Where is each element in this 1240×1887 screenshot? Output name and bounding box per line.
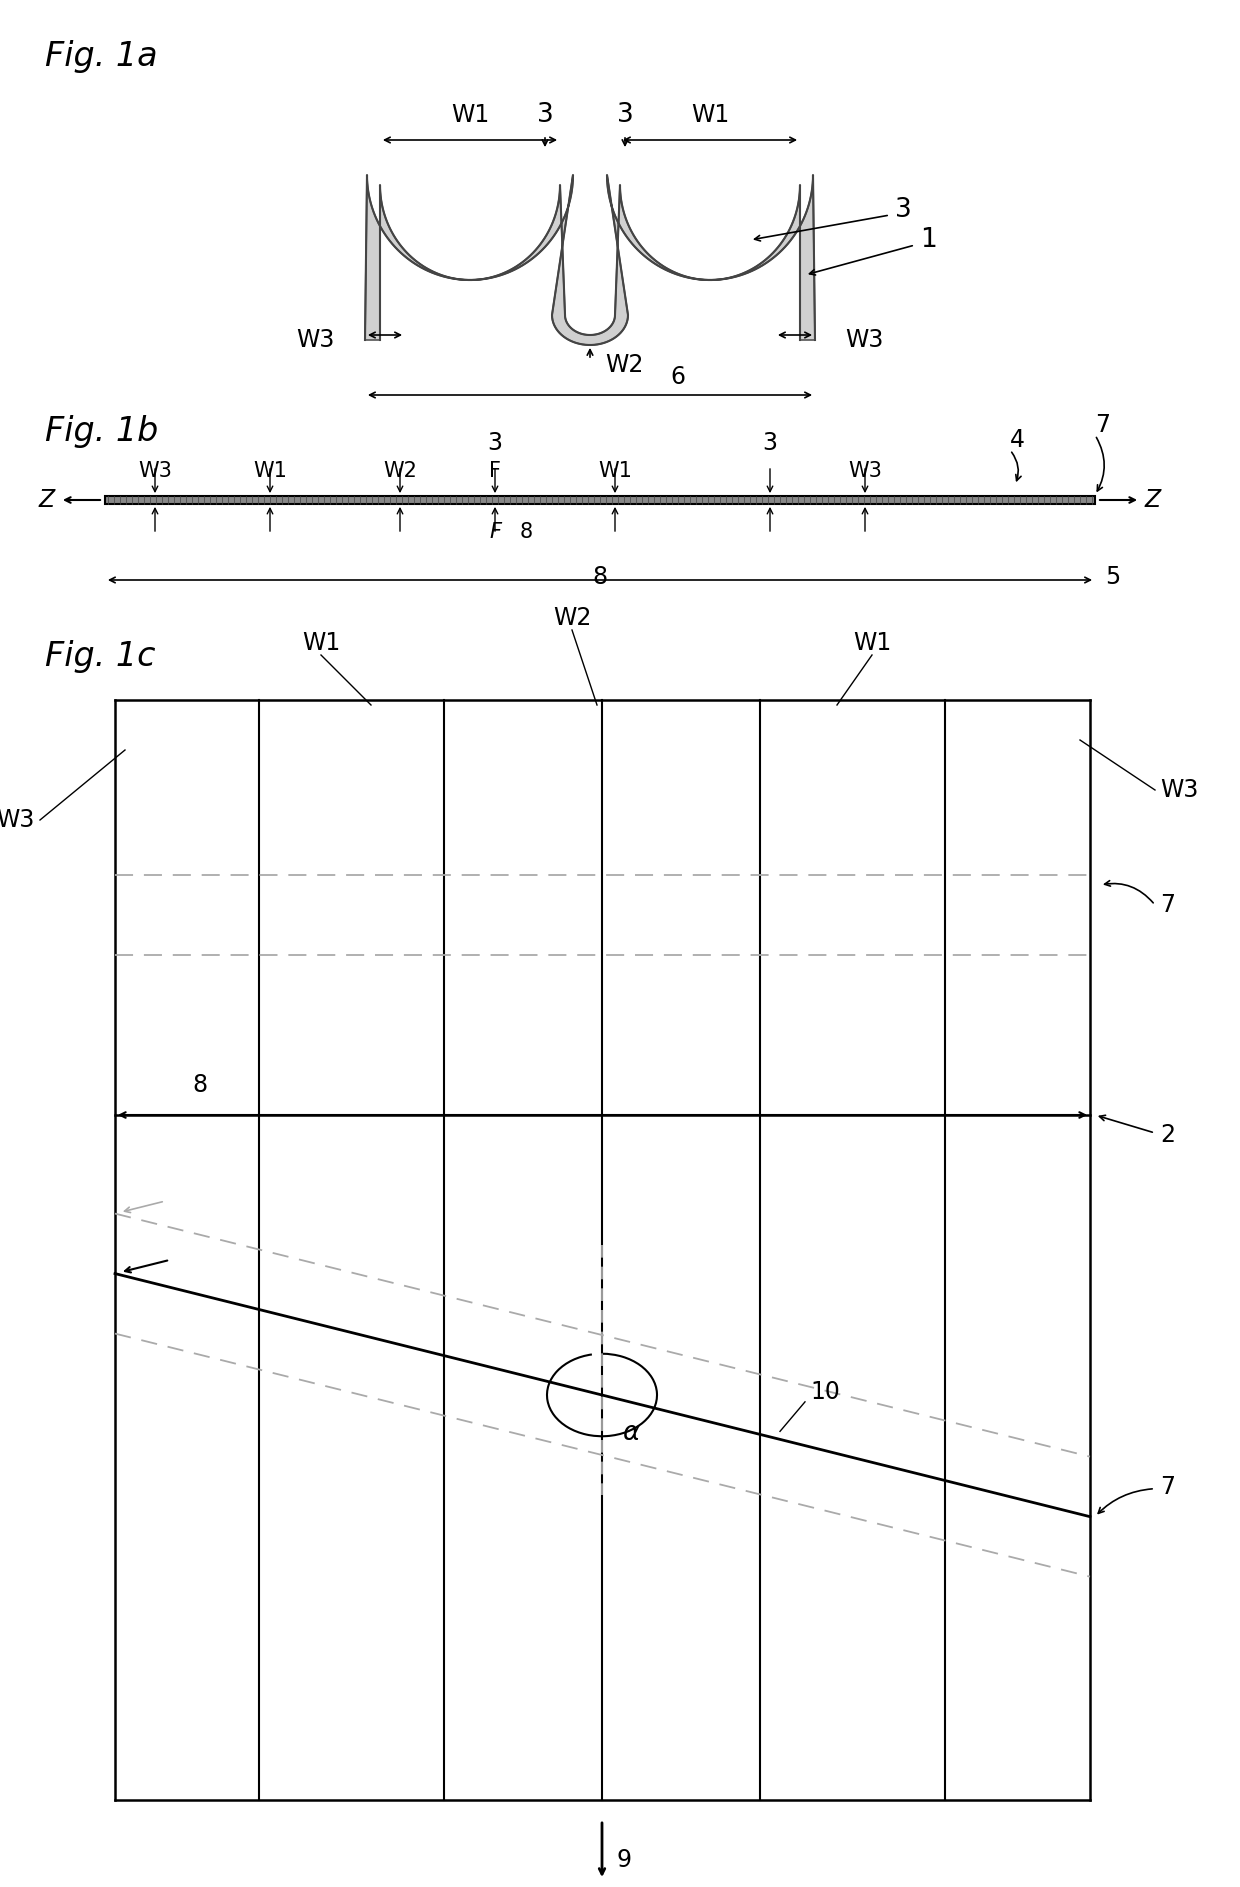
Text: W2: W2 [553, 606, 591, 630]
Text: W3: W3 [296, 328, 335, 353]
Text: W3: W3 [844, 328, 883, 353]
Text: 1: 1 [920, 226, 936, 253]
Text: 5: 5 [1105, 564, 1120, 589]
Text: W3: W3 [0, 808, 35, 832]
Text: W1: W1 [451, 104, 489, 126]
Text: 8: 8 [593, 564, 608, 589]
Text: W3: W3 [1159, 777, 1198, 802]
Text: W2: W2 [605, 353, 644, 377]
Text: Fig. 1a: Fig. 1a [45, 40, 157, 74]
Text: 4: 4 [1011, 428, 1025, 453]
Text: W1: W1 [853, 630, 892, 655]
Text: Z: Z [38, 489, 55, 511]
Text: F: F [489, 523, 501, 542]
Text: W1: W1 [691, 104, 729, 126]
Text: 3: 3 [487, 430, 502, 455]
Text: Fig. 1b: Fig. 1b [45, 415, 159, 447]
Text: W1: W1 [301, 630, 340, 655]
Text: 7: 7 [1159, 893, 1176, 917]
Text: W2: W2 [383, 460, 417, 481]
Text: W1: W1 [253, 460, 286, 481]
Text: W1: W1 [598, 460, 632, 481]
Text: 7: 7 [1095, 413, 1110, 438]
Text: 3: 3 [763, 430, 777, 455]
Text: 2: 2 [1159, 1123, 1176, 1147]
Text: W3: W3 [138, 460, 172, 481]
Text: 3: 3 [616, 102, 634, 128]
Text: 10: 10 [810, 1379, 839, 1404]
Text: 8: 8 [520, 523, 533, 542]
Text: 3: 3 [537, 102, 553, 128]
Text: Z: Z [1145, 489, 1161, 511]
Text: F: F [489, 460, 501, 481]
Text: 8: 8 [192, 1074, 207, 1096]
Text: W3: W3 [848, 460, 882, 481]
Text: 9: 9 [618, 1847, 632, 1872]
Text: 7: 7 [1159, 1474, 1176, 1498]
Bar [105, 496, 1095, 504]
Polygon shape [365, 175, 815, 345]
Text: 6: 6 [670, 364, 684, 389]
Text: α: α [622, 1421, 640, 1445]
Text: Fig. 1c: Fig. 1c [45, 640, 155, 674]
Text: 3: 3 [895, 196, 911, 223]
